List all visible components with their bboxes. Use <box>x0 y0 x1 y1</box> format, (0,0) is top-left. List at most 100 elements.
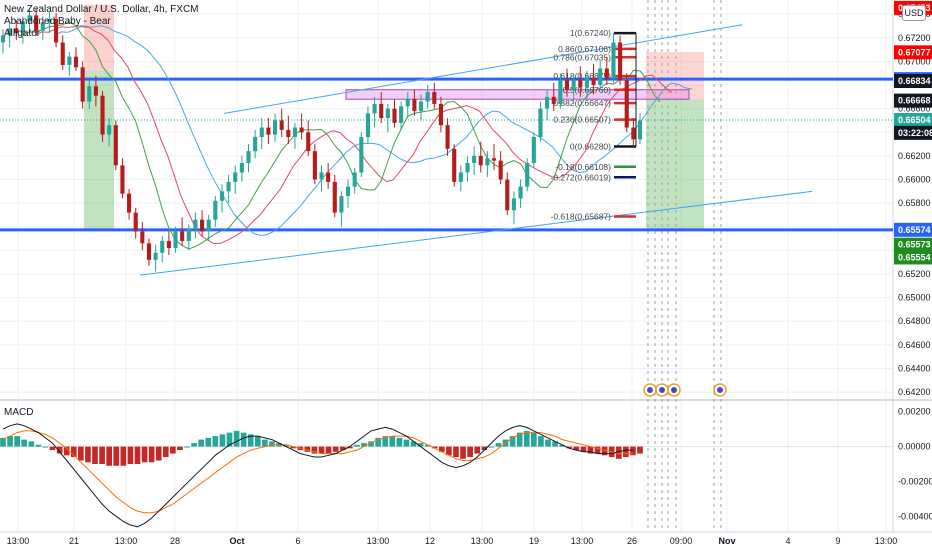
candle-body <box>418 101 424 112</box>
macd-hist-bar <box>205 437 212 447</box>
time-tick-6: 13:00 <box>367 536 390 546</box>
candle-body <box>133 212 138 232</box>
macd-hist-bar <box>410 441 417 447</box>
candle-body <box>604 68 609 78</box>
macd-hist-bar <box>446 446 452 456</box>
fib-label-6: 0.236(0.66507) <box>553 115 611 125</box>
candle-body <box>219 191 225 201</box>
event-flag-dot-2 <box>671 387 677 393</box>
candle-body <box>200 219 205 232</box>
candle-body <box>213 200 218 220</box>
candle-body <box>14 28 19 34</box>
time-axis-bg <box>0 532 932 550</box>
event-flag-dot-3 <box>717 387 723 393</box>
macd-hist-bar <box>35 444 42 447</box>
symbol-title[interactable]: New Zealand Dollar / U.S. Dollar, 4h, FX… <box>4 4 199 15</box>
fib-extension: 1(0.67240) 0.86(0.67106)0.786(0.67035) 0.6… <box>551 28 637 221</box>
candle-body <box>326 172 331 182</box>
time-tick-5: 6 <box>295 536 300 546</box>
candle-body <box>624 80 629 128</box>
macd-hist-bar <box>396 437 403 447</box>
candle-body <box>292 127 298 137</box>
macd-hist-bar <box>431 446 438 449</box>
macd-hist-bar <box>311 446 318 454</box>
candle-body <box>392 108 397 123</box>
macd-hist-bar <box>212 436 219 447</box>
candle-body <box>127 193 132 213</box>
macd-hist-bar <box>290 446 297 449</box>
fib-label-5: 0.382(0.66647) <box>553 98 611 108</box>
time-tick-12: 09:00 <box>670 536 693 546</box>
candle-body <box>272 120 278 135</box>
candle-body <box>226 181 231 192</box>
macd-hist-bar <box>70 446 77 458</box>
candle-body <box>584 77 589 88</box>
macd-hist-bar <box>240 432 247 447</box>
macd-hist-bar <box>552 441 558 447</box>
candle-body <box>0 35 6 43</box>
macd-line <box>2 423 633 528</box>
macd-hist-bar <box>467 446 473 458</box>
candle-body <box>399 106 404 123</box>
time-tick-13: Nov <box>718 536 735 546</box>
pattern-label: Abandoned Baby - Bear <box>4 16 111 27</box>
resistance-box <box>345 89 690 100</box>
time-tick-9: 19 <box>529 536 539 546</box>
time-tick-3: 28 <box>170 536 180 546</box>
macd-hist-bar <box>198 439 205 447</box>
price-badge-1: 0.67077 <box>898 47 931 57</box>
event-flag-dot-1 <box>659 387 665 393</box>
macd-hist-bar <box>538 436 544 447</box>
candle-body <box>611 42 616 78</box>
price-badge-9: 0.65554 <box>898 252 931 262</box>
macd-hist-bar <box>162 446 169 458</box>
candle-body <box>445 125 450 149</box>
macd-hist-bar <box>488 446 495 448</box>
candle-body <box>564 80 570 90</box>
candle-body <box>545 96 550 109</box>
macd-tick-0: 0.00200 <box>898 407 931 417</box>
candle-body <box>531 136 536 163</box>
macd-hist-bar <box>7 436 13 447</box>
price-badge-bg-4 <box>894 93 932 108</box>
alligator-line-1 <box>34 25 673 245</box>
macd-hist-bar <box>106 446 112 466</box>
candle-body <box>558 80 563 104</box>
currency-badge[interactable]: USD <box>902 5 926 21</box>
macd-hist-bar <box>368 441 374 447</box>
macd-pane <box>0 423 893 528</box>
candle-body <box>34 15 39 31</box>
candle-body <box>299 127 304 133</box>
candle-body <box>345 186 351 197</box>
price-axis[interactable]: 0.674000.672000.670000.668000.666000.664… <box>894 0 932 521</box>
price-badge-7: 0.65574 <box>898 225 931 235</box>
macd-hist-bar <box>601 446 608 456</box>
candle-body <box>498 160 503 180</box>
economic-events[interactable] <box>643 383 727 397</box>
fib-label-8: -0.18(0.66108) <box>555 162 611 172</box>
macd-hist-bar <box>219 434 226 447</box>
macd-signal-line <box>2 430 633 514</box>
price-tick-11: 0.65200 <box>898 269 931 279</box>
price-badge-4: 0.66668 <box>898 96 931 106</box>
macd-hist-bar <box>438 446 445 452</box>
time-tick-15: 9 <box>835 536 840 546</box>
macd-hist-bar <box>28 441 35 447</box>
horizontal-levels <box>0 77 893 232</box>
price-badge-bg-1 <box>894 45 932 60</box>
candle-body <box>491 158 497 161</box>
candle-body <box>160 240 165 253</box>
macd-hist-bar <box>339 446 346 451</box>
loss-zone-right <box>646 51 704 100</box>
macd-hist-bar <box>615 446 622 459</box>
alligator-line-0 <box>54 25 692 237</box>
macd-tick-3: -0.00400 <box>898 511 932 521</box>
channel-lower-line <box>139 190 813 276</box>
candle-body <box>618 42 623 81</box>
time-axis[interactable]: 13:00 21 13:00 28 Oct 6 13:00 12 13:00 19 13:00 26 0… <box>0 531 932 550</box>
candle-body <box>359 136 364 173</box>
time-tick-11: 26 <box>627 536 637 546</box>
fib-label-2: 0.786(0.67035) <box>553 52 611 62</box>
macd-hist-bar <box>318 446 325 454</box>
